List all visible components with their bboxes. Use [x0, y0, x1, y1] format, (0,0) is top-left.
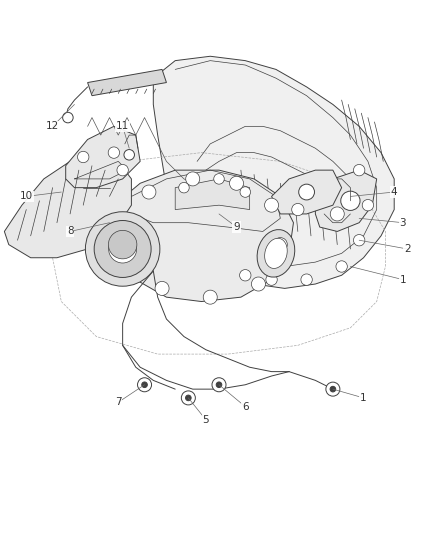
Circle shape: [124, 150, 134, 160]
Circle shape: [330, 207, 344, 221]
Circle shape: [155, 281, 169, 295]
Circle shape: [240, 187, 251, 197]
Text: 4: 4: [391, 187, 398, 197]
Circle shape: [240, 270, 251, 281]
Circle shape: [265, 198, 279, 212]
Text: 8: 8: [67, 227, 74, 237]
Text: 11: 11: [116, 122, 129, 131]
Polygon shape: [114, 170, 293, 302]
Polygon shape: [66, 126, 140, 188]
Circle shape: [353, 165, 365, 176]
Circle shape: [142, 185, 156, 199]
Polygon shape: [88, 69, 166, 96]
Circle shape: [230, 176, 244, 190]
Circle shape: [362, 199, 374, 211]
Text: 1: 1: [360, 393, 367, 403]
Circle shape: [214, 174, 224, 184]
Text: 9: 9: [233, 222, 240, 232]
Circle shape: [109, 230, 137, 259]
Circle shape: [138, 378, 152, 392]
Circle shape: [251, 277, 265, 291]
Text: 5: 5: [202, 415, 209, 425]
Circle shape: [179, 182, 189, 193]
Circle shape: [292, 204, 304, 216]
Text: 12: 12: [46, 122, 59, 131]
Text: 1: 1: [399, 274, 406, 285]
Circle shape: [142, 382, 147, 387]
Circle shape: [326, 382, 340, 396]
Circle shape: [109, 235, 137, 263]
Circle shape: [341, 191, 360, 211]
Polygon shape: [315, 170, 377, 231]
Text: 6: 6: [242, 402, 249, 411]
Circle shape: [108, 147, 120, 158]
Polygon shape: [153, 56, 394, 288]
Text: 2: 2: [404, 244, 411, 254]
Polygon shape: [272, 170, 342, 214]
Circle shape: [124, 255, 138, 269]
Ellipse shape: [257, 230, 295, 277]
Circle shape: [63, 112, 73, 123]
Circle shape: [78, 151, 89, 163]
Polygon shape: [4, 152, 131, 258]
Circle shape: [273, 238, 287, 252]
Circle shape: [299, 184, 314, 200]
Circle shape: [336, 261, 347, 272]
Circle shape: [186, 395, 191, 401]
Circle shape: [181, 391, 195, 405]
Circle shape: [203, 290, 217, 304]
Circle shape: [186, 172, 200, 186]
Circle shape: [330, 386, 336, 392]
Polygon shape: [175, 179, 250, 209]
Circle shape: [216, 382, 222, 387]
Text: 7: 7: [115, 397, 122, 407]
Circle shape: [353, 235, 365, 246]
Text: 3: 3: [399, 217, 406, 228]
Circle shape: [85, 212, 160, 286]
Circle shape: [117, 165, 128, 176]
Ellipse shape: [265, 238, 287, 269]
Circle shape: [266, 274, 277, 285]
Circle shape: [212, 378, 226, 392]
Circle shape: [94, 221, 151, 278]
Text: 10: 10: [20, 191, 33, 201]
Circle shape: [301, 274, 312, 285]
